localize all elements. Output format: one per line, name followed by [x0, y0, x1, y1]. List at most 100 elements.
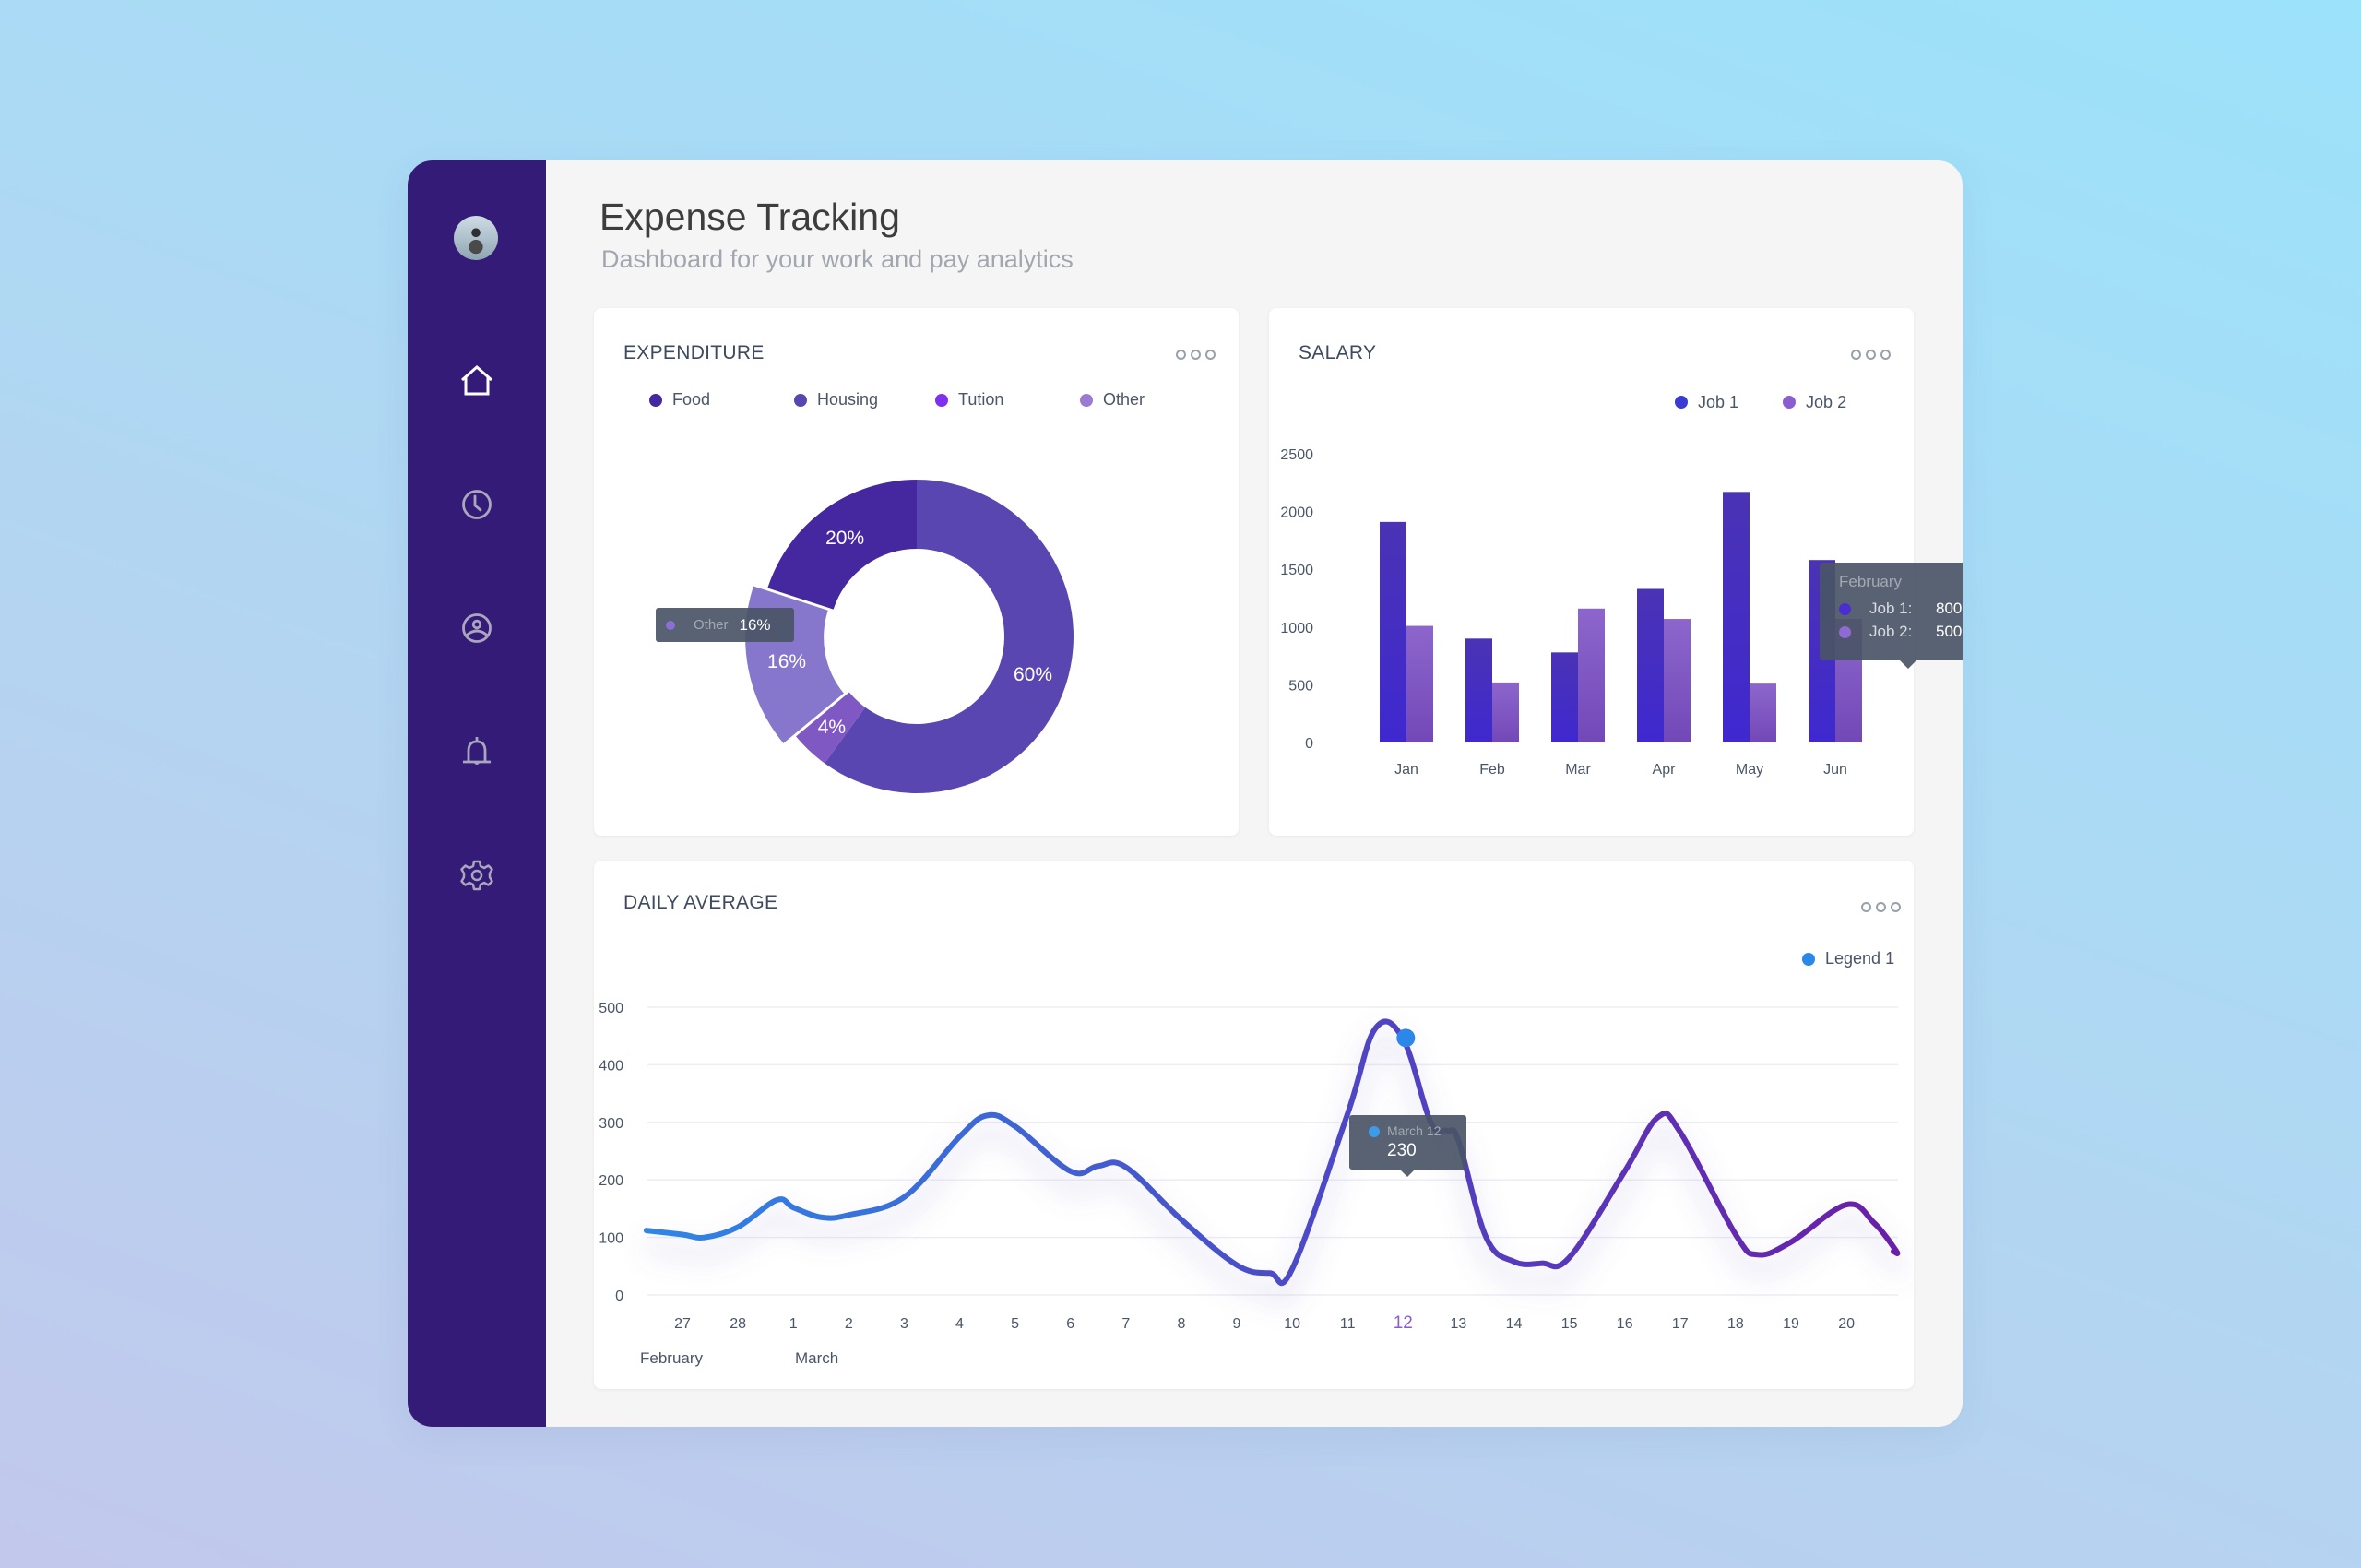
highlight-point[interactable]	[1396, 1028, 1416, 1048]
tooltip-label: March 12	[1387, 1123, 1442, 1138]
x-tick-label: 18	[1727, 1316, 1744, 1332]
legend-label: Legend 1	[1825, 949, 1895, 968]
avatar[interactable]	[454, 216, 498, 260]
x-tick-label: 17	[1672, 1316, 1689, 1332]
more-options-button[interactable]	[1851, 350, 1891, 360]
bar-job2-mar[interactable]	[1578, 608, 1605, 742]
tooltip-value: 230	[1387, 1141, 1417, 1160]
legend-label: Job 1	[1698, 392, 1739, 411]
bar-job2-apr[interactable]	[1664, 619, 1691, 742]
daily-average-card: DAILY AVERAGE Legend 1 0 100 200 300 400 500 2…	[594, 861, 1914, 1389]
dot-icon	[1851, 350, 1861, 360]
y-tick-label: 100	[599, 1231, 623, 1247]
tooltip-title: February	[1839, 573, 1903, 590]
y-tick-label: 1000	[1280, 621, 1313, 636]
dot-icon	[1191, 350, 1201, 360]
legend-label: Food	[672, 390, 711, 409]
y-tick-label: 2500	[1280, 447, 1313, 463]
bar-job1-apr[interactable]	[1637, 588, 1664, 742]
legend-dot-icon	[794, 393, 807, 407]
sidebar-item-history[interactable]	[458, 486, 495, 523]
bar-job1-jan[interactable]	[1380, 521, 1406, 742]
bar-chart[interactable]: 0 500 1000 1500 2000 2500 Jan Feb Mar Apr May Jun	[1269, 308, 1914, 836]
tooltip-arrow	[1900, 660, 1916, 669]
donut-chart[interactable]: 60% 4% 16% 20%	[594, 308, 1239, 836]
page-title: Expense Tracking	[599, 196, 900, 238]
legend-item[interactable]: Housing	[794, 390, 878, 410]
x-tick-label: 6	[1066, 1316, 1074, 1332]
bar-job1-feb[interactable]	[1465, 638, 1492, 742]
y-tick-label: 500	[599, 1001, 623, 1016]
legend-item[interactable]: Tution	[935, 390, 1003, 410]
legend-item[interactable]: Other	[1080, 390, 1145, 410]
tooltip-row-value: 500	[1936, 623, 1963, 640]
x-tick-label: 1	[789, 1316, 798, 1332]
user-circle-icon	[462, 613, 492, 643]
legend-item: Legend 1	[1802, 949, 1894, 968]
donut-slice-food[interactable]	[767, 480, 917, 610]
x-tick-label: 8	[1177, 1316, 1185, 1332]
tooltip-row-label: Job 1:	[1869, 600, 1913, 617]
y-tick-label: 200	[599, 1173, 623, 1189]
more-options-button[interactable]	[1861, 902, 1901, 912]
chart-legend: Food Housing Tution Other	[649, 390, 1221, 414]
donut-slice-tution[interactable]	[796, 692, 866, 764]
sidebar-item-home[interactable]	[458, 362, 495, 399]
donut-slice-housing[interactable]	[825, 480, 1074, 793]
legend-label: Housing	[817, 390, 879, 409]
legend-dot-icon	[935, 393, 948, 407]
page-subtitle: Dashboard for your work and pay analytic…	[601, 245, 1074, 273]
card-title: SALARY	[1299, 342, 1377, 363]
y-tick-label: 2000	[1280, 505, 1313, 521]
x-tick-label: 13	[1451, 1316, 1467, 1332]
bar-job1-may[interactable]	[1723, 492, 1750, 742]
chart-tooltip: February Job 1: 800 Job 2: 500	[1820, 563, 1963, 669]
bar-job2-may[interactable]	[1750, 683, 1776, 742]
x-tick-label: Apr	[1653, 762, 1677, 778]
y-tick-label: 300	[599, 1116, 623, 1132]
x-tick-label: 19	[1783, 1316, 1799, 1332]
bar-job1-mar[interactable]	[1551, 652, 1578, 742]
sidebar-item-settings[interactable]	[458, 857, 495, 894]
card-title: EXPENDITURE	[623, 342, 765, 363]
tooltip-row: Job 1: 800	[1839, 600, 1962, 618]
legend-label: Job 2	[1806, 392, 1847, 411]
tooltip-row: Job 2: 500	[1839, 623, 1962, 641]
chart-legend: Job 1 Job 2	[1675, 390, 1846, 414]
legend-dot-icon	[1675, 396, 1688, 409]
tooltip-label: Other	[694, 617, 729, 633]
dot-icon	[1880, 350, 1891, 360]
legend-item[interactable]: Job 2	[1783, 390, 1846, 414]
x-tick-label: 11	[1340, 1316, 1356, 1332]
dot-icon	[1205, 350, 1216, 360]
legend-item[interactable]: Food	[649, 390, 710, 410]
dot-icon	[1876, 902, 1886, 912]
x-tick-label: 10	[1284, 1316, 1300, 1332]
chart-tooltip: March 12 230	[1349, 1115, 1466, 1177]
line-series-legend-1[interactable]	[643, 1018, 1901, 1287]
y-tick-label: 500	[1288, 678, 1313, 694]
dot-icon	[1861, 902, 1871, 912]
clock-icon	[462, 490, 492, 519]
legend-item[interactable]: Job 1	[1675, 390, 1738, 414]
y-tick-label: 400	[599, 1058, 623, 1074]
dot-icon	[1866, 350, 1876, 360]
x-tick-label: 3	[900, 1316, 908, 1332]
bar-job2-feb[interactable]	[1492, 682, 1519, 742]
sidebar-item-notifications[interactable]	[458, 733, 495, 770]
chart-tooltip: Other 16%	[656, 608, 794, 642]
bell-icon	[463, 737, 491, 765]
app-window: Expense Tracking Dashboard for your work…	[408, 160, 1963, 1427]
dot-icon	[1176, 350, 1186, 360]
x-tick-label: 2	[845, 1316, 853, 1332]
bar-job2-jan[interactable]	[1406, 625, 1433, 742]
gear-icon	[460, 860, 493, 891]
card-title: DAILY AVERAGE	[623, 892, 778, 913]
sidebar-item-profile[interactable]	[458, 610, 495, 647]
x-tick-label: 4	[955, 1316, 964, 1332]
month-label: February	[640, 1349, 704, 1367]
tooltip-row-label: Job 2:	[1869, 623, 1913, 640]
month-label: March	[795, 1349, 838, 1367]
more-options-button[interactable]	[1176, 350, 1216, 360]
